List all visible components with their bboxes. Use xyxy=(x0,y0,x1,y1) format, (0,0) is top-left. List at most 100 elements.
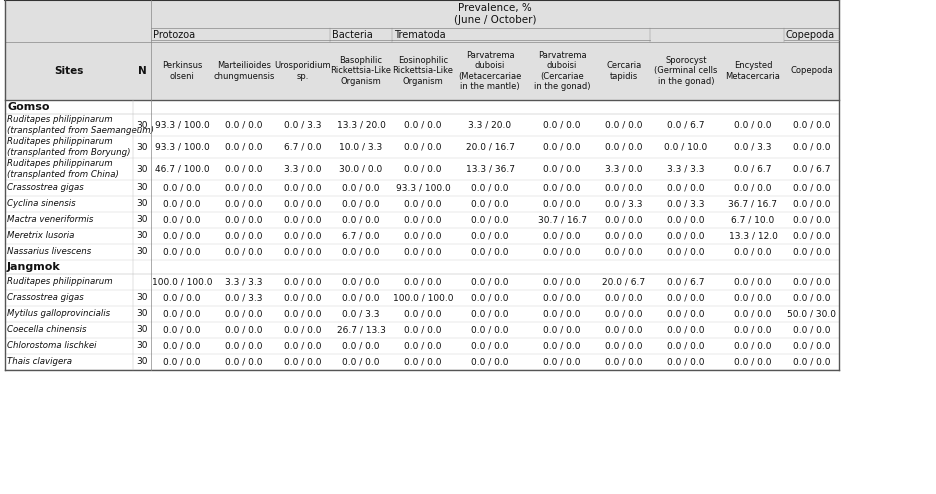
Text: 10.0 / 3.3: 10.0 / 3.3 xyxy=(340,142,383,152)
Text: 3.3 / 3.3: 3.3 / 3.3 xyxy=(667,165,705,173)
Text: 0.0 / 0.0: 0.0 / 0.0 xyxy=(404,341,442,351)
Text: 0.0 / 0.0: 0.0 / 0.0 xyxy=(734,293,772,302)
Text: 0.0 / 6.7: 0.0 / 6.7 xyxy=(667,121,705,129)
Bar xyxy=(5,100,839,114)
Text: 0.0 / 0.0: 0.0 / 0.0 xyxy=(606,215,643,224)
Text: 30.7 / 16.7: 30.7 / 16.7 xyxy=(537,215,587,224)
Text: 0.0 / 0.0: 0.0 / 0.0 xyxy=(734,183,772,193)
Text: Trematoda: Trematoda xyxy=(394,30,446,40)
Bar xyxy=(5,306,839,322)
Text: 0.0 / 0.0: 0.0 / 0.0 xyxy=(163,358,200,367)
Text: Copepoda: Copepoda xyxy=(790,67,833,76)
Text: 0.0 / 0.0: 0.0 / 0.0 xyxy=(734,310,772,319)
Text: 0.0 / 6.7: 0.0 / 6.7 xyxy=(793,165,830,173)
Text: 0.0 / 0.0: 0.0 / 0.0 xyxy=(793,278,830,287)
Text: 0.0 / 0.0: 0.0 / 0.0 xyxy=(606,326,643,334)
Text: 30: 30 xyxy=(137,215,148,224)
Text: 0.0 / 0.0: 0.0 / 0.0 xyxy=(226,232,263,241)
Text: 0.0 / 0.0: 0.0 / 0.0 xyxy=(404,310,442,319)
Bar xyxy=(5,228,839,244)
Text: 93.3 / 100.0: 93.3 / 100.0 xyxy=(154,121,210,129)
Text: 0.0 / 0.0: 0.0 / 0.0 xyxy=(226,358,263,367)
Text: 30: 30 xyxy=(137,247,148,256)
Text: 30: 30 xyxy=(137,121,148,129)
Text: 0.0 / 0.0: 0.0 / 0.0 xyxy=(284,232,321,241)
Text: 0.0 / 0.0: 0.0 / 0.0 xyxy=(343,247,380,256)
Text: 0.0 / 0.0: 0.0 / 0.0 xyxy=(543,341,580,351)
Text: 0.0 / 0.0: 0.0 / 0.0 xyxy=(404,121,442,129)
Text: Ruditapes philippinarum: Ruditapes philippinarum xyxy=(7,278,112,287)
Text: 0.0 / 0.0: 0.0 / 0.0 xyxy=(404,247,442,256)
Text: 13.3 / 20.0: 13.3 / 20.0 xyxy=(337,121,386,129)
Text: 0.0 / 0.0: 0.0 / 0.0 xyxy=(606,183,643,193)
Text: 0.0 / 0.0: 0.0 / 0.0 xyxy=(404,232,442,241)
Text: 0.0 / 0.0: 0.0 / 0.0 xyxy=(667,293,705,302)
Text: 0.0 / 0.0: 0.0 / 0.0 xyxy=(343,293,380,302)
Bar xyxy=(5,212,839,228)
Text: 0.0 / 0.0: 0.0 / 0.0 xyxy=(284,293,321,302)
Text: 0.0 / 3.3: 0.0 / 3.3 xyxy=(667,200,705,208)
Text: Mytilus galloprovincialis: Mytilus galloprovincialis xyxy=(7,310,110,319)
Text: 0.0 / 6.7: 0.0 / 6.7 xyxy=(734,165,772,173)
Text: 3.3 / 3.3: 3.3 / 3.3 xyxy=(226,278,263,287)
Text: 0.0 / 0.0: 0.0 / 0.0 xyxy=(734,326,772,334)
Text: Urosporidium
sp.: Urosporidium sp. xyxy=(274,61,330,81)
Text: 0.0 / 0.0: 0.0 / 0.0 xyxy=(606,293,643,302)
Text: 93.3 / 100.0: 93.3 / 100.0 xyxy=(396,183,450,193)
Text: 0.0 / 0.0: 0.0 / 0.0 xyxy=(284,247,321,256)
Text: 0.0 / 3.3: 0.0 / 3.3 xyxy=(343,310,380,319)
Text: 0.0 / 0.0: 0.0 / 0.0 xyxy=(226,165,263,173)
Text: 46.7 / 100.0: 46.7 / 100.0 xyxy=(154,165,210,173)
Text: 0.0 / 0.0: 0.0 / 0.0 xyxy=(734,121,772,129)
Text: 0.0 / 0.0: 0.0 / 0.0 xyxy=(163,215,200,224)
Text: 36.7 / 16.7: 36.7 / 16.7 xyxy=(728,200,778,208)
Text: 0.0 / 0.0: 0.0 / 0.0 xyxy=(667,358,705,367)
Text: 0.0 / 0.0: 0.0 / 0.0 xyxy=(667,183,705,193)
Text: 50.0 / 30.0: 50.0 / 30.0 xyxy=(787,310,836,319)
Text: 0.0 / 0.0: 0.0 / 0.0 xyxy=(543,358,580,367)
Text: 6.7 / 0.0: 6.7 / 0.0 xyxy=(343,232,380,241)
Text: 0.0 / 0.0: 0.0 / 0.0 xyxy=(667,247,705,256)
Text: 0.0 / 0.0: 0.0 / 0.0 xyxy=(284,341,321,351)
Text: Eosinophilic
Rickettsia-Like
Organism: Eosinophilic Rickettsia-Like Organism xyxy=(392,56,454,86)
Text: 0.0 / 0.0: 0.0 / 0.0 xyxy=(343,215,380,224)
Text: 0.0 / 0.0: 0.0 / 0.0 xyxy=(543,326,580,334)
Text: 0.0 / 0.0: 0.0 / 0.0 xyxy=(793,247,830,256)
Text: 0.0 / 0.0: 0.0 / 0.0 xyxy=(284,358,321,367)
Text: 0.0 / 6.7: 0.0 / 6.7 xyxy=(667,278,705,287)
Text: 3.3 / 0.0: 3.3 / 0.0 xyxy=(606,165,643,173)
Text: 0.0 / 0.0: 0.0 / 0.0 xyxy=(284,200,321,208)
Text: 0.0 / 0.0: 0.0 / 0.0 xyxy=(343,183,380,193)
Bar xyxy=(5,244,839,260)
Text: 0.0 / 0.0: 0.0 / 0.0 xyxy=(793,200,830,208)
Text: Meretrix lusoria: Meretrix lusoria xyxy=(7,232,74,241)
Text: 6.7 / 0.0: 6.7 / 0.0 xyxy=(284,142,321,152)
Text: 0.0 / 0.0: 0.0 / 0.0 xyxy=(343,278,380,287)
Text: 0.0 / 0.0: 0.0 / 0.0 xyxy=(606,358,643,367)
Bar xyxy=(5,196,839,212)
Text: 0.0 / 0.0: 0.0 / 0.0 xyxy=(404,142,442,152)
Text: 30: 30 xyxy=(137,358,148,367)
Bar xyxy=(5,114,839,136)
Text: 0.0 / 0.0: 0.0 / 0.0 xyxy=(284,326,321,334)
Text: 100.0 / 100.0: 100.0 / 100.0 xyxy=(152,278,212,287)
Text: 0.0 / 0.0: 0.0 / 0.0 xyxy=(793,183,830,193)
Text: 30: 30 xyxy=(137,200,148,208)
Text: 0.0 / 0.0: 0.0 / 0.0 xyxy=(471,232,509,241)
Text: Parvatrema
duboisi
(Cercariae
in the gonad): Parvatrema duboisi (Cercariae in the gon… xyxy=(534,51,591,91)
Text: Marteilioides
chungmuensis: Marteilioides chungmuensis xyxy=(213,61,274,81)
Text: Gomso: Gomso xyxy=(7,102,50,112)
Text: Cyclina sinensis: Cyclina sinensis xyxy=(7,200,76,208)
Bar xyxy=(5,354,839,370)
Text: 0.0 / 0.0: 0.0 / 0.0 xyxy=(471,358,509,367)
Text: 0.0 / 0.0: 0.0 / 0.0 xyxy=(471,215,509,224)
Text: 0.0 / 0.0: 0.0 / 0.0 xyxy=(404,215,442,224)
Text: Sites: Sites xyxy=(54,66,83,76)
Text: 0.0 / 0.0: 0.0 / 0.0 xyxy=(667,215,705,224)
Bar xyxy=(5,180,839,196)
Text: 0.0 / 0.0: 0.0 / 0.0 xyxy=(543,121,580,129)
Text: 13.3 / 36.7: 13.3 / 36.7 xyxy=(465,165,515,173)
Text: 0.0 / 0.0: 0.0 / 0.0 xyxy=(226,215,263,224)
Text: 30: 30 xyxy=(137,310,148,319)
Text: 0.0 / 0.0: 0.0 / 0.0 xyxy=(226,183,263,193)
